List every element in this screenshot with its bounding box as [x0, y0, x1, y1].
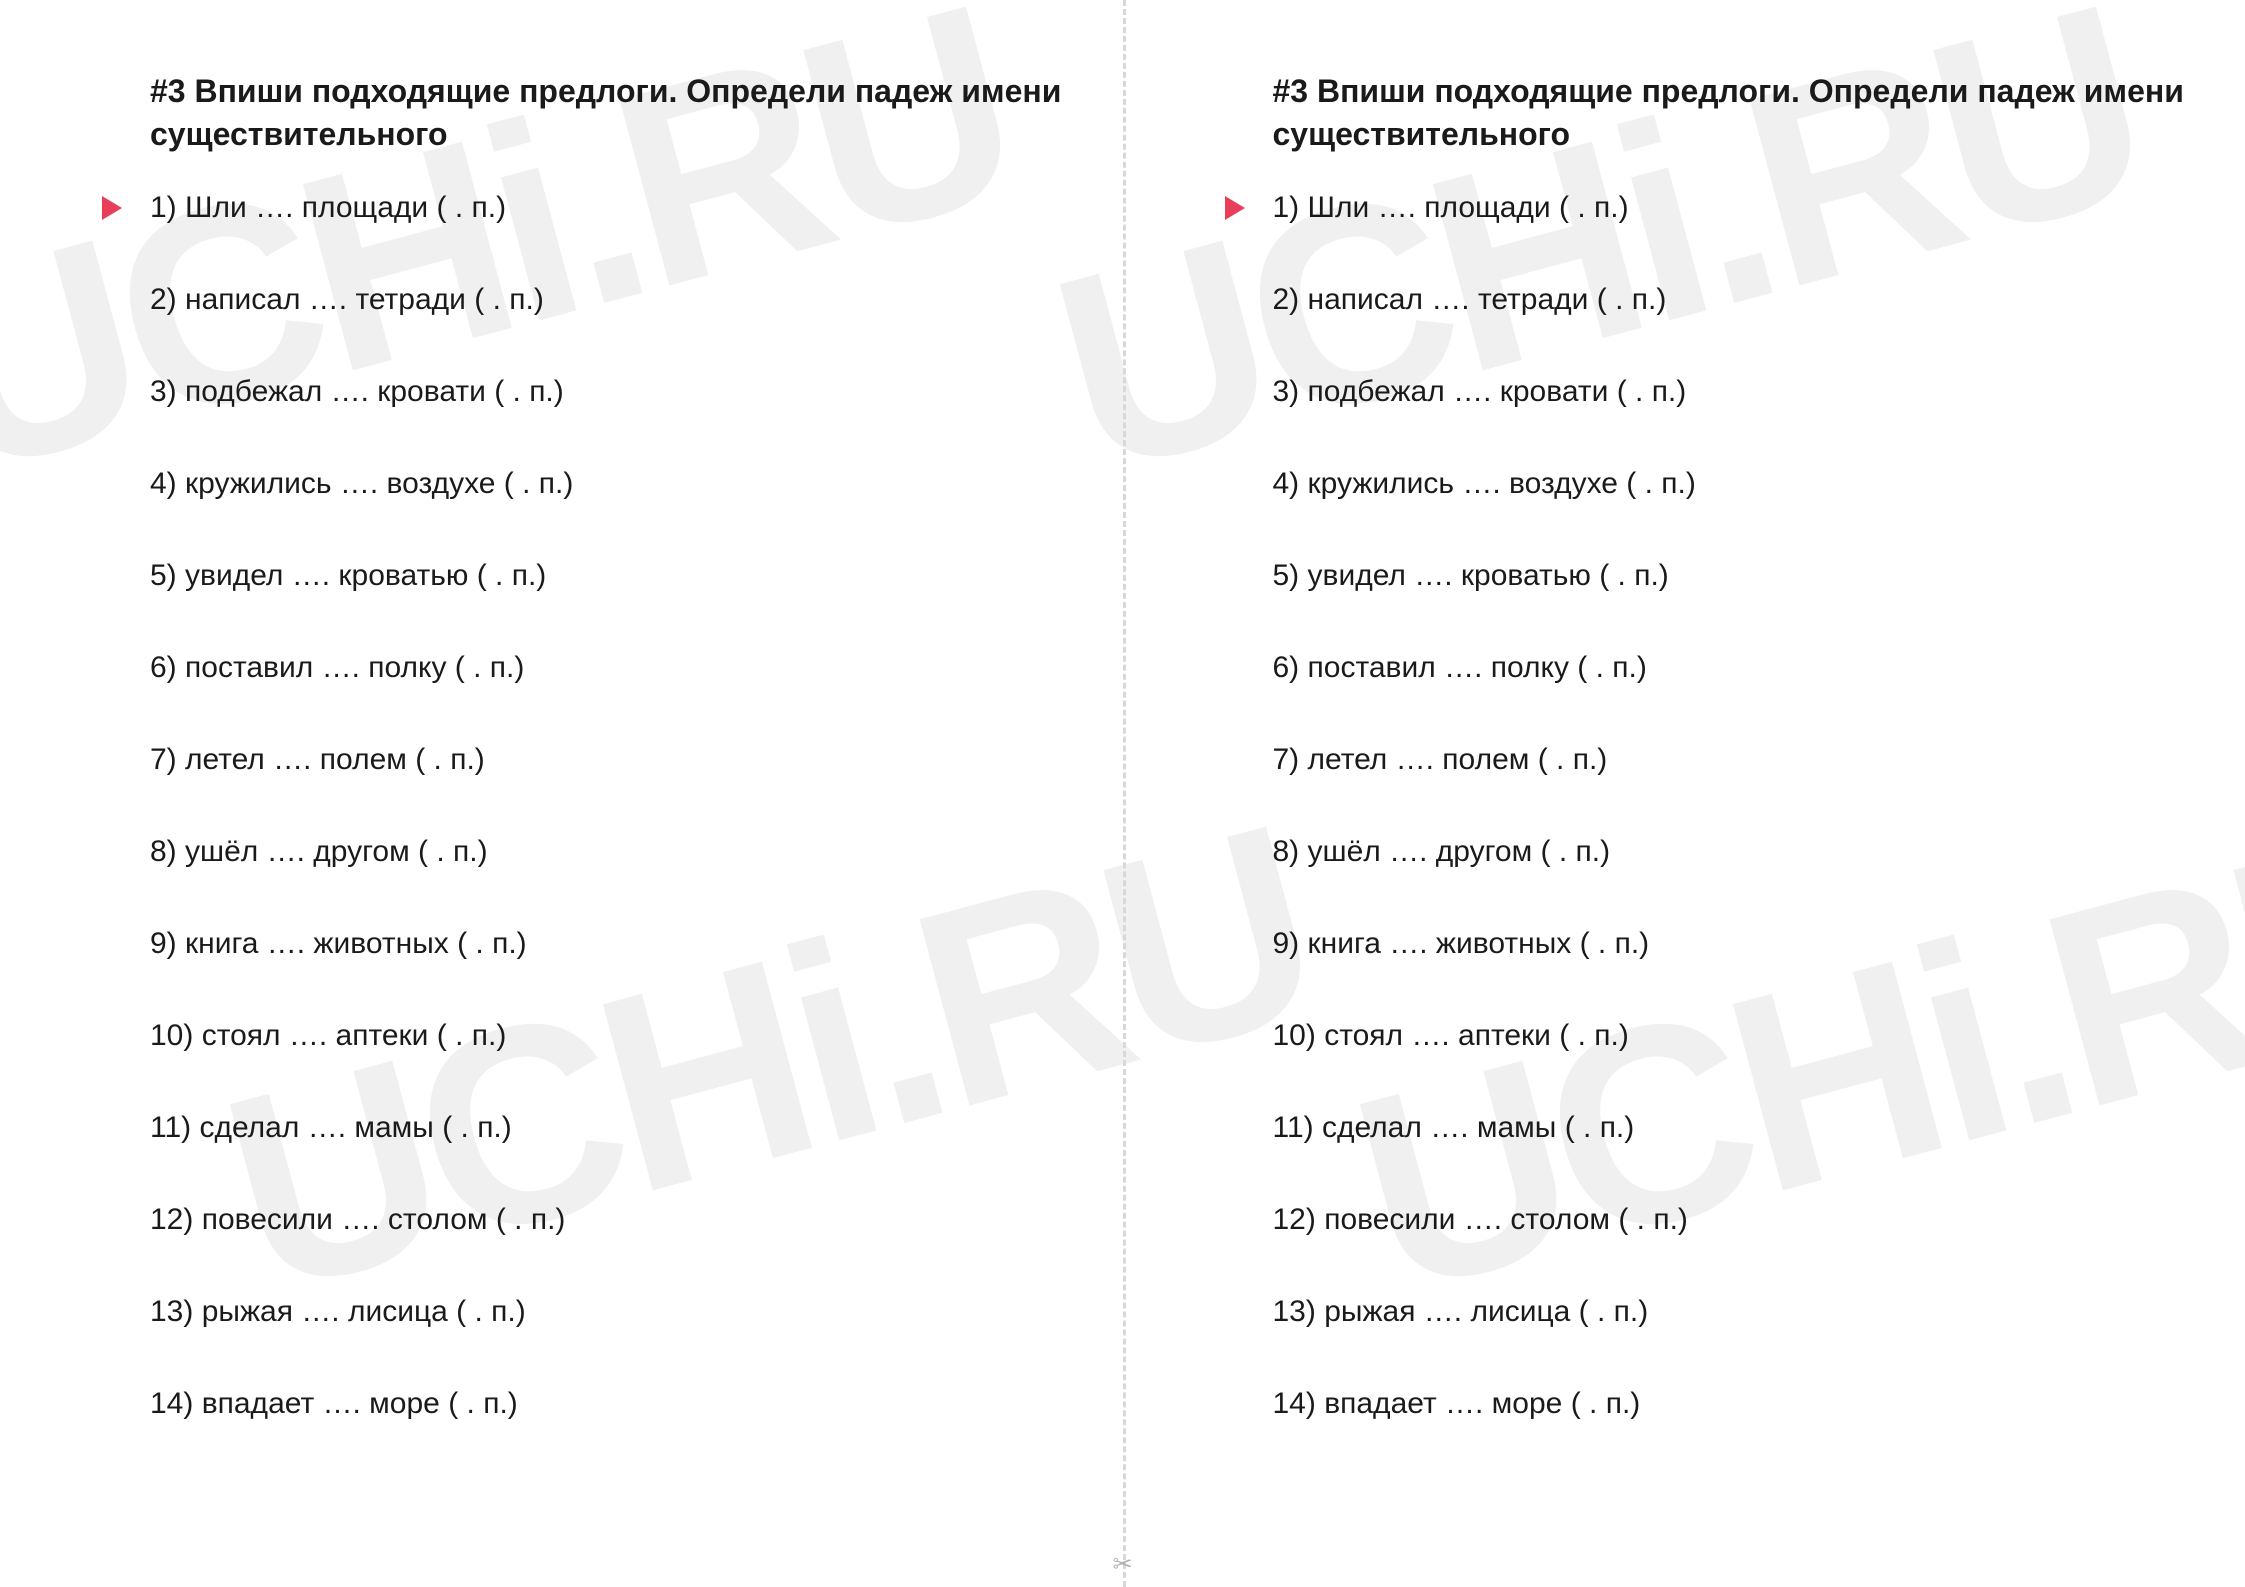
exercise-item-text: 14) впадает …. море ( . п.) [1273, 1387, 1641, 1421]
exercise-items-list: 1) Шли …. площади ( . п.) 2) написал …. т… [1273, 191, 2186, 1421]
page-container: #3 Впиши подходящие предлоги. Определи п… [0, 0, 2245, 1587]
exercise-item: 12) повесили …. столом ( . п.) [1273, 1203, 2186, 1237]
exercise-item-text: 1) Шли …. площади ( . п.) [1273, 191, 1629, 225]
triangle-marker-icon [1225, 196, 1245, 220]
exercise-item: 8) ушёл …. другом ( . п.) [1273, 835, 2186, 869]
exercise-item-text: 9) книга …. животных ( . п.) [150, 927, 527, 961]
exercise-item-text: 4) кружились …. воздухе ( . п.) [1273, 467, 1696, 501]
exercise-item-text: 10) стоял …. аптеки ( . п.) [150, 1019, 506, 1053]
exercise-item: 9) книга …. животных ( . п.) [150, 927, 1063, 961]
exercise-item: 3) подбежал …. кровати ( . п.) [150, 375, 1063, 409]
exercise-item: 7) летел …. полем ( . п.) [150, 743, 1063, 777]
exercise-title: #3 Впиши подходящие предлоги. Определи п… [1273, 70, 2186, 156]
exercise-item-text: 13) рыжая …. лисица ( . п.) [150, 1295, 526, 1329]
exercise-item-text: 1) Шли …. площади ( . п.) [150, 191, 506, 225]
exercise-item: 2) написал …. тетради ( . п.) [150, 283, 1063, 317]
exercise-item-text: 8) ушёл …. другом ( . п.) [150, 835, 488, 869]
exercise-item-text: 7) летел …. полем ( . п.) [150, 743, 485, 777]
exercise-item: 4) кружились …. воздухе ( . п.) [150, 467, 1063, 501]
exercise-item: 1) Шли …. площади ( . п.) [1273, 191, 2186, 225]
exercise-item-text: 12) повесили …. столом ( . п.) [150, 1203, 565, 1237]
exercise-item: 11) сделал …. мамы ( . п.) [1273, 1111, 2186, 1145]
exercise-title: #3 Впиши подходящие предлоги. Определи п… [150, 70, 1063, 156]
worksheet-column-right: #3 Впиши подходящие предлоги. Определи п… [1123, 0, 2245, 1587]
exercise-item: 14) впадает …. море ( . п.) [1273, 1387, 2186, 1421]
exercise-item: 6) поставил …. полку ( . п.) [1273, 651, 2186, 685]
exercise-item-text: 5) увидел …. кроватью ( . п.) [1273, 559, 1669, 593]
exercise-item: 10) стоял …. аптеки ( . п.) [150, 1019, 1063, 1053]
exercise-item-text: 7) летел …. полем ( . п.) [1273, 743, 1608, 777]
exercise-item: 5) увидел …. кроватью ( . п.) [150, 559, 1063, 593]
exercise-item-text: 10) стоял …. аптеки ( . п.) [1273, 1019, 1629, 1053]
exercise-items-list: 1) Шли …. площади ( . п.) 2) написал …. т… [150, 191, 1063, 1421]
exercise-item: 9) книга …. животных ( . п.) [1273, 927, 2186, 961]
exercise-item-text: 4) кружились …. воздухе ( . п.) [150, 467, 573, 501]
exercise-item: 2) написал …. тетради ( . п.) [1273, 283, 2186, 317]
exercise-item-text: 8) ушёл …. другом ( . п.) [1273, 835, 1611, 869]
exercise-item-text: 2) написал …. тетради ( . п.) [150, 283, 544, 317]
worksheet-column-left: #3 Впиши подходящие предлоги. Определи п… [0, 0, 1123, 1587]
exercise-item: 6) поставил …. полку ( . п.) [150, 651, 1063, 685]
exercise-item: 1) Шли …. площади ( . п.) [150, 191, 1063, 225]
exercise-item-text: 9) книга …. животных ( . п.) [1273, 927, 1650, 961]
exercise-item: 14) впадает …. море ( . п.) [150, 1387, 1063, 1421]
exercise-item-text: 6) поставил …. полку ( . п.) [1273, 651, 1647, 685]
exercise-item: 10) стоял …. аптеки ( . п.) [1273, 1019, 2186, 1053]
exercise-item-text: 6) поставил …. полку ( . п.) [150, 651, 524, 685]
exercise-item-text: 2) написал …. тетради ( . п.) [1273, 283, 1667, 317]
exercise-item: 3) подбежал …. кровати ( . п.) [1273, 375, 2186, 409]
exercise-item-text: 12) повесили …. столом ( . п.) [1273, 1203, 1688, 1237]
exercise-item: 4) кружились …. воздухе ( . п.) [1273, 467, 2186, 501]
exercise-item-text: 3) подбежал …. кровати ( . п.) [150, 375, 564, 409]
triangle-marker-icon [102, 196, 122, 220]
exercise-item: 12) повесили …. столом ( . п.) [150, 1203, 1063, 1237]
exercise-item: 11) сделал …. мамы ( . п.) [150, 1111, 1063, 1145]
exercise-item: 13) рыжая …. лисица ( . п.) [1273, 1295, 2186, 1329]
exercise-item: 13) рыжая …. лисица ( . п.) [150, 1295, 1063, 1329]
exercise-item: 8) ушёл …. другом ( . п.) [150, 835, 1063, 869]
exercise-item-text: 11) сделал …. мамы ( . п.) [1273, 1111, 1635, 1145]
exercise-item-text: 11) сделал …. мамы ( . п.) [150, 1111, 512, 1145]
exercise-item-text: 5) увидел …. кроватью ( . п.) [150, 559, 546, 593]
exercise-item: 5) увидел …. кроватью ( . п.) [1273, 559, 2186, 593]
exercise-item-text: 3) подбежал …. кровати ( . п.) [1273, 375, 1687, 409]
exercise-item-text: 14) впадает …. море ( . п.) [150, 1387, 518, 1421]
exercise-item: 7) летел …. полем ( . п.) [1273, 743, 2186, 777]
exercise-item-text: 13) рыжая …. лисица ( . п.) [1273, 1295, 1649, 1329]
